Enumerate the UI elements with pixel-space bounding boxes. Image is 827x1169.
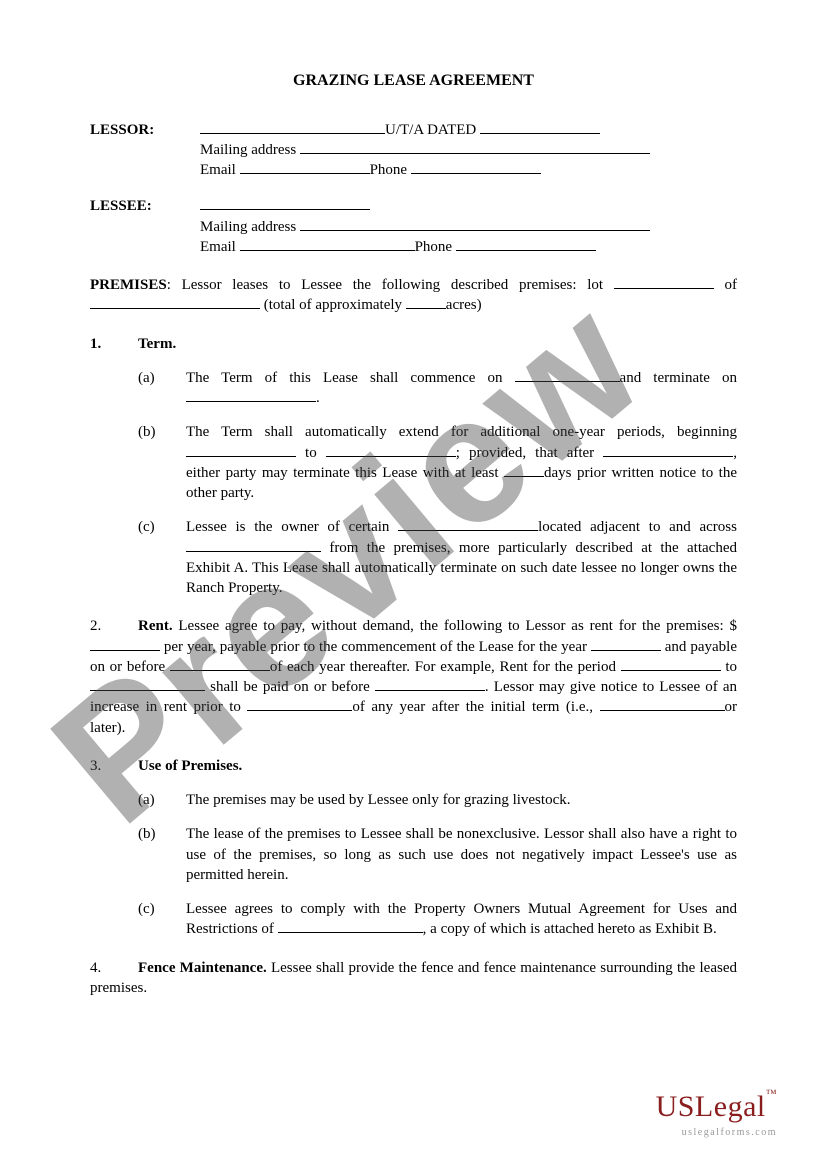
lessor-mailing-blank[interactable]	[300, 140, 650, 154]
lessee-phone-blank[interactable]	[456, 237, 596, 251]
lessee-block: LESSEE: Mailing address Email Phone	[90, 196, 737, 257]
s3a-letter: (a)	[138, 790, 186, 810]
s2-num: 2.	[90, 616, 138, 636]
premises-of-blank[interactable]	[90, 295, 260, 309]
s1-num: 1.	[90, 334, 138, 354]
s1-heading: Term.	[138, 334, 176, 354]
s2-t5: to	[721, 659, 737, 675]
lessor-email-label: Email	[200, 162, 236, 178]
lessee-line1	[200, 196, 737, 216]
s2-blank2[interactable]	[591, 637, 661, 651]
lessor-line1: U/T/A DATED	[200, 120, 737, 140]
premises-acres-blank[interactable]	[406, 295, 446, 309]
s3-a: (a) The premises may be used by Lessee o…	[90, 790, 737, 810]
s3-c: (c) Lessee agrees to comply with the Pro…	[90, 899, 737, 940]
s2-blank1[interactable]	[90, 637, 160, 651]
s2-blank6[interactable]	[375, 677, 485, 691]
s2-blank4[interactable]	[621, 657, 721, 671]
section-4: 4.Fence Maintenance. Lessee shall provid…	[90, 958, 737, 999]
lessee-contact: Email Phone	[200, 237, 737, 257]
s3c-blank[interactable]	[278, 919, 423, 933]
lessor-block: LESSOR: U/T/A DATED Mailing address Emai…	[90, 120, 737, 181]
s1a-blank2[interactable]	[186, 388, 316, 402]
s1-c: (c) Lessee is the owner of certain locat…	[90, 517, 737, 598]
premises-block: PREMISES: Lessor leases to Lessee the fo…	[90, 275, 737, 316]
s2-blank7[interactable]	[247, 697, 352, 711]
s1b-blank3[interactable]	[603, 443, 733, 457]
premises-label: PREMISES	[90, 277, 167, 293]
lessee-phone-label: Phone	[415, 239, 453, 255]
s3-num: 3.	[90, 756, 138, 776]
section-3: 3. Use of Premises.	[90, 756, 737, 776]
s1a-t2: and terminate on	[620, 370, 737, 386]
s1-a: (a) The Term of this Lease shall commenc…	[90, 368, 737, 409]
section-2: 2.Rent. Lessee agree to pay, without dem…	[90, 616, 737, 738]
lessee-mailing: Mailing address	[200, 217, 737, 237]
section-1: 1. Term.	[90, 334, 737, 354]
s2-blank5[interactable]	[90, 677, 205, 691]
s1a-t3: .	[316, 390, 320, 406]
lessee-name-blank[interactable]	[200, 196, 370, 210]
lessor-phone-blank[interactable]	[411, 160, 541, 174]
premises-t1: : Lessor leases to Lessee the following …	[167, 277, 614, 293]
s1b-t1: The Term shall automatically extend for …	[186, 424, 737, 440]
lessor-mailing-label: Mailing address	[200, 142, 296, 158]
s3a-text: The premises may be used by Lessee only …	[186, 790, 737, 810]
s2-blank3[interactable]	[170, 657, 270, 671]
premises-t2: of	[714, 277, 737, 293]
s1a-t1: The Term of this Lease shall commence on	[186, 370, 515, 386]
uta-text: U/T/A DATED	[385, 122, 476, 138]
s3b-letter: (b)	[138, 824, 186, 885]
lessee-email-label: Email	[200, 239, 236, 255]
s2-blank8[interactable]	[600, 697, 725, 711]
s1c-letter: (c)	[138, 517, 186, 598]
s2-t2: per year, payable prior to the commencem…	[160, 639, 591, 655]
s1a-letter: (a)	[138, 368, 186, 409]
lessee-email-blank[interactable]	[240, 237, 415, 251]
lessor-mailing: Mailing address	[200, 140, 737, 160]
s1b-t2: to	[296, 445, 326, 461]
premises-t3: (total of approximately	[260, 297, 406, 313]
s4-num: 4.	[90, 958, 138, 978]
s2-t6: shall be paid on or before	[205, 679, 375, 695]
document-title: GRAZING LEASE AGREEMENT	[90, 70, 737, 92]
s2-t4: of each year thereafter. For example, Re…	[270, 659, 621, 675]
lessor-name-blank[interactable]	[200, 120, 385, 134]
uslegal-logo: USLegal™ uslegalforms.com	[656, 1087, 777, 1139]
s1b-t3: ; provided, that after	[456, 445, 603, 461]
lessee-label: LESSEE:	[90, 196, 200, 257]
s3c-t2: , a copy of which is attached hereto as …	[423, 921, 717, 937]
lessee-mailing-blank[interactable]	[300, 217, 650, 231]
s2-t8: of any year after the initial term (i.e.…	[352, 699, 599, 715]
s1c-t2: located adjacent to and across	[538, 519, 737, 535]
s1c-blank1[interactable]	[398, 517, 538, 531]
s1-b: (b) The Term shall automatically extend …	[90, 422, 737, 503]
lessor-email-blank[interactable]	[240, 160, 370, 174]
s3-b: (b) The lease of the premises to Lessee …	[90, 824, 737, 885]
lessee-mailing-label: Mailing address	[200, 219, 296, 235]
premises-t4: acres)	[446, 297, 482, 313]
s3-heading: Use of Premises.	[138, 756, 242, 776]
logo-us: US	[656, 1090, 695, 1123]
logo-tm: ™	[766, 1088, 777, 1100]
s2-heading: Rent.	[138, 618, 173, 634]
s1b-blank2[interactable]	[326, 443, 456, 457]
s1c-blank2[interactable]	[186, 538, 321, 552]
s1b-blank1[interactable]	[186, 443, 296, 457]
lessor-date-blank[interactable]	[480, 120, 600, 134]
s1b-letter: (b)	[138, 422, 186, 503]
s4-heading: Fence Maintenance.	[138, 960, 267, 976]
s3b-text: The lease of the premises to Lessee shal…	[186, 824, 737, 885]
premises-lot-blank[interactable]	[614, 275, 714, 289]
s1a-blank1[interactable]	[515, 368, 620, 382]
lessor-contact: Email Phone	[200, 160, 737, 180]
logo-legal: Legal	[695, 1090, 766, 1123]
s3c-letter: (c)	[138, 899, 186, 940]
s2-t1: Lessee agree to pay, without demand, the…	[173, 618, 737, 634]
s1b-blank4[interactable]	[504, 463, 544, 477]
s1c-t1: Lessee is the owner of certain	[186, 519, 398, 535]
logo-subtext: uslegalforms.com	[656, 1126, 777, 1140]
lessor-label: LESSOR:	[90, 120, 200, 181]
lessor-phone-label: Phone	[370, 162, 408, 178]
